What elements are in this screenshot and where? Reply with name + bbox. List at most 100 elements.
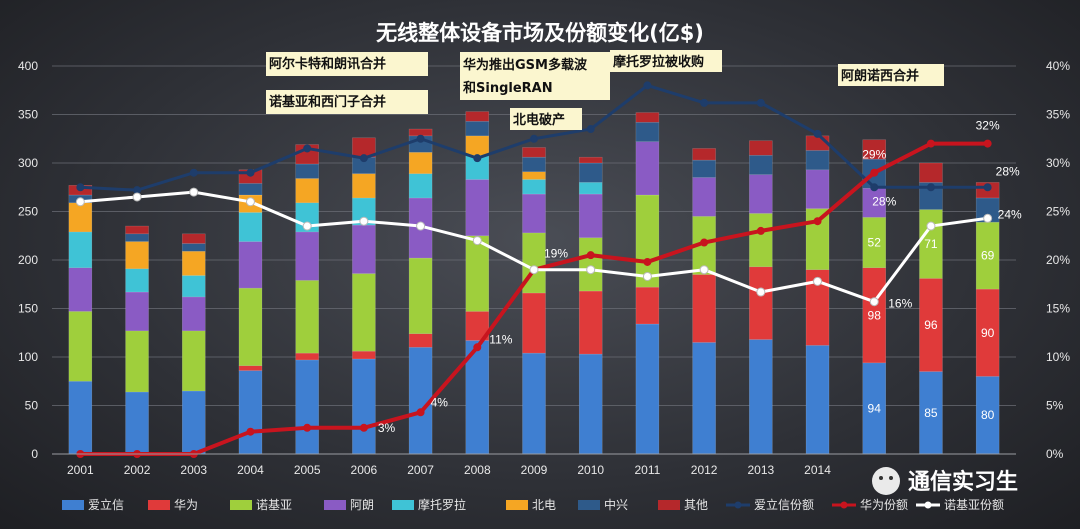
bar-segment (523, 353, 546, 454)
bar-segment (409, 334, 432, 348)
legend-label: 中兴 (604, 497, 628, 512)
y-tick-label: 300 (18, 156, 38, 170)
y-tick-label: 100 (18, 350, 38, 364)
y-axis-left: 0 50 100 150 200 250 300 350 400 (18, 59, 38, 461)
line-point-label: 32% (976, 119, 1000, 133)
annotation-text: 摩托罗拉被收购 (613, 54, 704, 70)
bar-segment (579, 354, 602, 454)
legend-marker (925, 502, 932, 509)
bar-segment (352, 225, 375, 274)
bar-segment (182, 244, 205, 252)
y2-tick-label: 20% (1046, 253, 1070, 267)
bar-segment (126, 226, 149, 234)
legend-swatch (506, 500, 528, 510)
share-line-point (246, 198, 254, 206)
bar-segment (126, 269, 149, 292)
y-tick-label: 350 (18, 108, 38, 122)
bar-segment (749, 175, 772, 214)
y2-tick-label: 0% (1046, 447, 1064, 461)
share-line-point (304, 145, 311, 152)
annotation-text: 阿朗诺西合并 (841, 68, 919, 84)
share-line-point (417, 409, 424, 416)
share-line-point (530, 266, 538, 274)
share-line-point (77, 184, 84, 191)
bar-segment (693, 178, 716, 217)
share-line-point (757, 288, 765, 296)
bar-segment (296, 179, 319, 203)
legend-label: 阿朗 (350, 498, 374, 512)
bar-segment (636, 287, 659, 324)
watermark-text: 通信实习生 (908, 469, 1018, 495)
annotation-text: 阿尔卡特和朗讯合并 (269, 56, 386, 72)
bar-segment (466, 112, 489, 122)
bar-segment (409, 258, 432, 334)
bar-segment (523, 157, 546, 172)
bar-segment (523, 293, 546, 353)
share-line-point (304, 424, 311, 431)
bar-segment (239, 366, 262, 371)
share-line-point (814, 130, 821, 137)
bar-segment (919, 163, 942, 182)
bar-value-label: 94 (868, 401, 882, 415)
bar-segment (352, 274, 375, 352)
x-tick-label: 2007 (407, 463, 434, 477)
bar-segment (126, 331, 149, 392)
bar-value-label: 71 (924, 237, 938, 251)
share-line-point (247, 428, 254, 435)
bar-segment (126, 392, 149, 454)
x-tick-label: 2005 (294, 463, 321, 477)
legend-swatch (324, 500, 346, 510)
bar-segment (182, 391, 205, 454)
bar-value-label: 90 (981, 326, 995, 340)
annotation-text: 和SingleRAN (463, 80, 553, 96)
y2-tick-label: 15% (1046, 302, 1070, 316)
y2-tick-label: 40% (1046, 59, 1070, 73)
y-tick-label: 200 (18, 253, 38, 267)
bar-segment (523, 172, 546, 180)
bar-segment (296, 360, 319, 454)
bar-segment (523, 194, 546, 233)
bar-segment (693, 342, 716, 454)
share-line-point (984, 140, 991, 147)
line-point-label: 29% (862, 148, 886, 162)
line-point-label: 24% (998, 207, 1022, 221)
legend-label: 华为 (174, 498, 198, 512)
y-tick-label: 150 (18, 302, 38, 316)
share-line-point (474, 344, 481, 351)
bar-value-label: 96 (924, 318, 938, 332)
share-line-point (643, 272, 651, 280)
bar-segment (749, 155, 772, 174)
line-point-label: 16% (888, 297, 912, 311)
bar-segment (409, 174, 432, 198)
bar-segment (636, 122, 659, 141)
share-line-point (190, 188, 198, 196)
share-line-point (474, 155, 481, 162)
bar-segment (636, 113, 659, 123)
bar-segment (69, 381, 92, 454)
share-line-point (871, 169, 878, 176)
bar-segment (69, 268, 92, 312)
share-line-point (871, 184, 878, 191)
bar-value-label: 69 (981, 249, 995, 263)
bar-segment (749, 267, 772, 340)
bar-value-label: 52 (868, 236, 882, 250)
bar-segment (69, 203, 92, 232)
share-line-point (644, 82, 651, 89)
share-line-point (303, 222, 311, 230)
share-line-point (984, 214, 992, 222)
share-line-point (417, 222, 425, 230)
bar-segment (239, 371, 262, 454)
bar-segment (579, 238, 602, 291)
share-line-point (473, 237, 481, 245)
bar-segment (409, 152, 432, 173)
line-point-label: 3% (378, 421, 396, 435)
x-tick-label: 2001 (67, 463, 94, 477)
share-line-point (190, 169, 197, 176)
legend-label: 摩托罗拉 (418, 497, 466, 512)
legend-label: 北电 (532, 498, 556, 512)
share-line-point (927, 140, 934, 147)
bar-segment (352, 174, 375, 198)
line-point-label: 11% (489, 332, 512, 346)
bar-segment (749, 213, 772, 266)
x-tick-label: 2004 (237, 463, 264, 477)
